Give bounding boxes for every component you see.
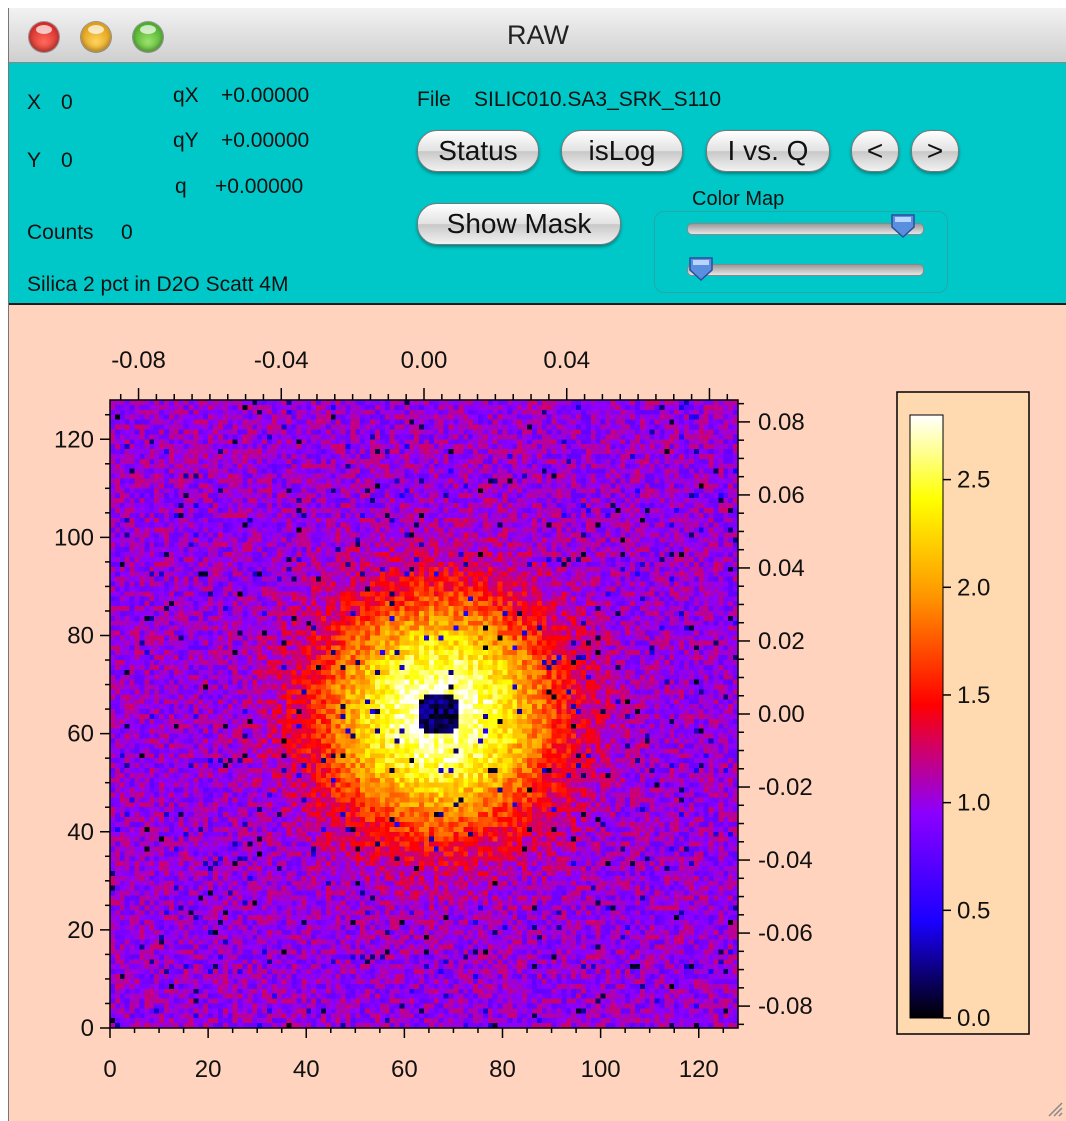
- x-pixel-tick-label: 60: [391, 1056, 418, 1083]
- qx-tick-label: 0.04: [543, 347, 590, 374]
- y-pixel-tick-label: 20: [67, 917, 94, 944]
- qy-tick-label: 0.02: [758, 628, 805, 655]
- y-pixel-tick-label: 120: [54, 426, 94, 453]
- colorbar-tick-label: 0.0: [957, 1005, 990, 1032]
- control-panel: X 0 Y 0 qX +0.00000 qY +0.00000 q +0.000…: [9, 63, 1066, 305]
- qy-tick-label: -0.04: [758, 847, 813, 874]
- color-map-label: Color Map: [692, 188, 785, 210]
- qy-tick-label: -0.02: [758, 774, 813, 801]
- qx-label: qX: [173, 84, 199, 107]
- colorbar-tick-label: 2.5: [957, 467, 990, 494]
- x-pixel-tick-label: 100: [581, 1056, 621, 1083]
- i-vs-q-button[interactable]: I vs. Q: [706, 130, 830, 172]
- plot-area: -0.08 -0.04 0.00 0.04 0.08 0.06 0.04 0.02 0.00-…: [9, 305, 1066, 1121]
- qy-tick-label: 0.06: [758, 482, 805, 509]
- raw-window: RAW X 0 Y 0 qX +0.00000 qY +0.00000 q +0…: [8, 8, 1066, 1121]
- detector-heatmap[interactable]: [110, 400, 738, 1028]
- close-window-button[interactable]: [29, 22, 59, 52]
- colorbar-tick-label: 2.0: [957, 574, 990, 601]
- qx-tick-label: -0.04: [254, 347, 309, 374]
- qy-label: qY: [173, 129, 199, 152]
- color-scale-legend: 2.5 2.0 1.5 1.0 0.5 0.0: [896, 391, 1030, 1035]
- upper-color-slider-thumb[interactable]: [890, 213, 916, 239]
- lower-color-slider-thumb[interactable]: [688, 256, 714, 282]
- y-pixel-tick-label: 60: [67, 721, 94, 748]
- colorbar-gradient: [909, 414, 944, 1019]
- colorbar-tick-label: 0.5: [957, 897, 990, 924]
- qy-tick-label: 0.08: [758, 409, 805, 436]
- qy-tick-label: 0.04: [758, 555, 805, 582]
- qx-value: +0.00000: [221, 84, 310, 107]
- x-value: 0: [61, 91, 73, 114]
- resize-grip-icon[interactable]: [1043, 1097, 1063, 1117]
- minimize-window-button[interactable]: [81, 22, 111, 52]
- q-label: q: [175, 175, 187, 198]
- file-label: File: [417, 88, 451, 111]
- x-pixel-tick-label: 120: [679, 1056, 719, 1083]
- next-file-button[interactable]: >: [911, 130, 959, 172]
- qy-axis: 0.08 0.06 0.04 0.02 0.00 -0.02 -0.04 -0.06 -0.08: [738, 402, 813, 1026]
- islog-button[interactable]: isLog: [561, 130, 683, 172]
- q-value: +0.00000: [215, 175, 304, 198]
- y-value: 0: [61, 149, 73, 172]
- lower-color-slider-track[interactable]: [687, 264, 924, 276]
- x-label: X: [27, 91, 42, 114]
- previous-file-button[interactable]: <: [851, 130, 899, 172]
- sample-name: Silica 2 pct in D2O Scatt 4M: [27, 273, 289, 296]
- colorbar-tick-label: 1.5: [957, 682, 990, 709]
- y-pixel-tick-label: 80: [67, 623, 94, 650]
- y-pixel-axis: 0 20 40 60 80 100 120: [54, 413, 110, 1042]
- zoom-window-button[interactable]: [133, 22, 163, 52]
- qy-tick-label: 0.00: [758, 701, 805, 728]
- qx-tick-label: 0.00: [401, 347, 448, 374]
- status-button[interactable]: Status: [417, 130, 539, 172]
- y-pixel-tick-label: 100: [54, 524, 94, 551]
- file-name: SILIC010.SA3_SRK_S110: [474, 88, 722, 111]
- counts-label: Counts: [27, 221, 94, 244]
- qy-value: +0.00000: [221, 129, 310, 152]
- qy-tick-label: -0.06: [758, 920, 813, 947]
- y-pixel-tick-label: 40: [67, 819, 94, 846]
- window-title: RAW: [507, 20, 569, 50]
- y-label: Y: [27, 149, 42, 172]
- heatmap-frame: [109, 399, 739, 1029]
- upper-color-slider-track[interactable]: [687, 223, 924, 235]
- y-pixel-tick-label: 0: [81, 1015, 94, 1042]
- title-bar[interactable]: RAW: [9, 8, 1066, 63]
- x-pixel-tick-label: 40: [293, 1056, 320, 1083]
- x-pixel-tick-label: 0: [103, 1056, 116, 1083]
- show-mask-button[interactable]: Show Mask: [417, 203, 621, 245]
- colorbar-tick-label: 1.0: [957, 790, 990, 817]
- color-map-group: [654, 211, 948, 293]
- x-pixel-tick-label: 80: [489, 1056, 516, 1083]
- counts-value: 0: [121, 221, 133, 244]
- qx-axis: -0.08 -0.04 0.00 0.04: [111, 347, 729, 400]
- detector-plot: -0.08 -0.04 0.00 0.04 0.080.060.040.020.00-…: [54, 347, 1030, 1083]
- x-pixel-tick-label: 20: [195, 1056, 222, 1083]
- x-pixel-axis: 0 20 40 60 80 100 120: [103, 1028, 725, 1083]
- qy-tick-label: -0.08: [758, 993, 813, 1020]
- qx-tick-label: -0.08: [111, 347, 166, 374]
